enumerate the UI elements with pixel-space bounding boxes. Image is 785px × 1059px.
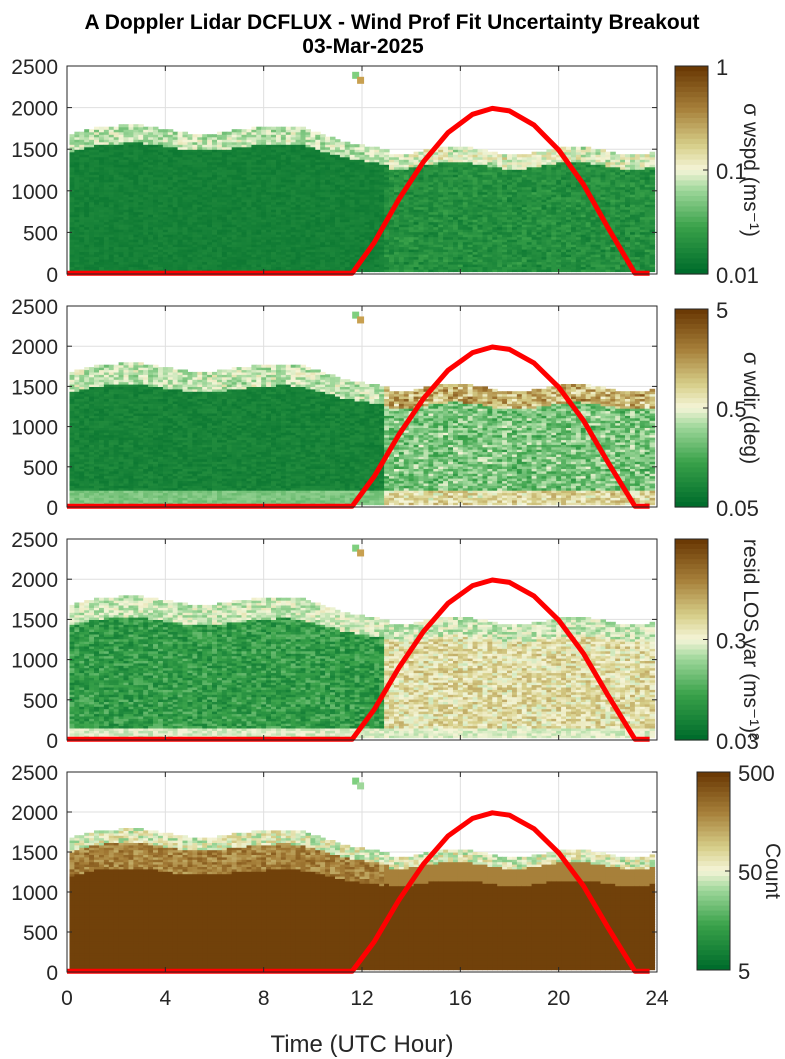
figure: A Doppler Lidar DCFLUX - Wind Prof Fit U… — [0, 0, 785, 1059]
heatmap-cell — [394, 154, 400, 157]
heatmap-cell — [340, 142, 346, 145]
heatmap-cell — [133, 124, 139, 127]
heatmap-cell — [192, 134, 198, 137]
heatmap-cell — [271, 127, 277, 130]
heatmap-cell — [148, 127, 154, 130]
heatmap-cell — [138, 124, 144, 127]
heatmap-cell — [291, 127, 297, 130]
heatmap-cell — [310, 132, 316, 135]
heatmap-cell — [330, 137, 336, 140]
heatmap-cell — [207, 134, 213, 137]
heatmap-cell — [178, 132, 184, 135]
heatmap-cell — [222, 132, 228, 135]
heatmap-cell — [286, 127, 292, 130]
heatmap-cell — [217, 132, 223, 135]
heatmap-cell — [251, 127, 257, 130]
heatmap-cell — [389, 154, 395, 157]
heatmap-cell — [104, 127, 110, 130]
heatmap-cell — [237, 129, 243, 132]
heatmap-cell — [212, 134, 218, 137]
heatmap-cell — [197, 134, 203, 137]
heatmap-cell — [79, 132, 85, 135]
heatmap-cell — [94, 127, 100, 130]
heatmap-cell — [374, 147, 380, 150]
heatmap-cell — [119, 124, 125, 127]
heatmap-cell — [266, 127, 272, 130]
heatmap-cell — [360, 144, 366, 147]
heatmap-cell — [124, 124, 130, 127]
heatmap-cell — [109, 127, 115, 130]
heatmap-cell — [153, 127, 159, 130]
figure-title: A Doppler Lidar DCFLUX - Wind Prof Fit U… — [84, 11, 699, 34]
heatmap-cell — [188, 134, 194, 137]
heatmap-cell — [158, 129, 164, 132]
heatmap-cell — [114, 127, 120, 130]
heatmap-cell — [99, 127, 105, 130]
heatmap-cell — [355, 144, 361, 147]
heatmap-cell — [247, 129, 253, 132]
heatmap-cell — [365, 147, 371, 150]
heatmap-cell — [379, 149, 385, 152]
heatmap-cell — [242, 129, 248, 132]
heatmap-cell — [70, 134, 76, 137]
heatmap-cell — [325, 137, 331, 140]
heatmap-cell — [369, 147, 375, 150]
heatmap-cell — [173, 132, 179, 135]
heatmap-cell — [296, 127, 302, 130]
heatmap-cell — [261, 127, 267, 130]
heatmap-cell — [183, 132, 189, 135]
heatmap-cell — [315, 132, 321, 135]
heatmap-cell — [301, 127, 307, 130]
heatmap-cell — [227, 132, 233, 135]
heatmap-cell — [256, 127, 262, 130]
figure-subtitle-date: 03-Mar-2025 — [302, 35, 424, 58]
heatmap-cell — [335, 139, 341, 142]
heatmap-cell — [409, 154, 415, 157]
heatmap-cell — [163, 129, 169, 132]
heatmap-cell — [276, 127, 282, 130]
heatmap-cell — [399, 154, 405, 157]
heatmap-cell — [84, 129, 90, 132]
heatmap-cell — [74, 132, 80, 135]
heatmap-cell — [306, 129, 312, 132]
heatmap-cell — [320, 134, 326, 137]
heatmap-cell — [345, 142, 351, 145]
heatmap-cell — [168, 129, 174, 132]
heatmap-cell — [350, 144, 356, 147]
heatmap-cell — [89, 129, 95, 132]
heatmap-cell — [143, 127, 149, 130]
heatmap-cell — [404, 154, 410, 157]
heatmap-cell — [281, 127, 287, 130]
heatmap-cell — [232, 129, 238, 132]
heatmap-cell — [202, 134, 208, 137]
heatmap-cell — [384, 149, 390, 152]
heatmap-cell — [129, 124, 135, 127]
